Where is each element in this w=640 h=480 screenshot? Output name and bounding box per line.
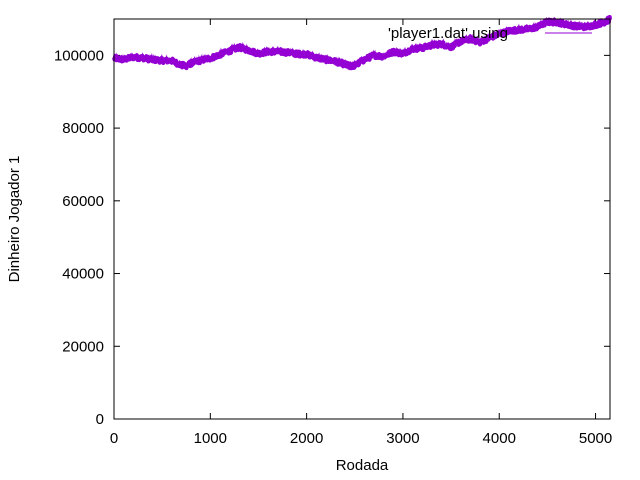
- y-tick-label: 20000: [62, 338, 104, 355]
- x-tick-label: 1000: [194, 430, 227, 447]
- x-tick-label: 0: [110, 430, 118, 447]
- plot-frame: [113, 18, 611, 420]
- y-tick-label: 80000: [62, 120, 104, 137]
- tick-labels: 0 1000 2000 3000 4000 5000 0 20000 40000 60000 800…: [54, 47, 612, 447]
- legend: 'player1.dat' using: [388, 25, 592, 42]
- y-axis-title: Dinheiro Jogador 1: [6, 156, 23, 283]
- x-axis-title: Rodada: [336, 457, 389, 474]
- y-tick-label: 40000: [62, 266, 104, 283]
- series-layer: [112, 15, 612, 71]
- series-line-jitter: [113, 15, 611, 67]
- x-tick-label: 3000: [386, 430, 419, 447]
- legend-label: 'player1.dat' using: [388, 25, 508, 42]
- x-tick-label: 4000: [483, 430, 516, 447]
- y-tick-label: 100000: [54, 47, 104, 64]
- y-tick-label: 0: [96, 411, 104, 428]
- tick-marks: [113, 19, 610, 420]
- x-tick-label: 2000: [290, 430, 323, 447]
- y-tick-label: 60000: [62, 193, 104, 210]
- x-tick-label: 5000: [579, 430, 612, 447]
